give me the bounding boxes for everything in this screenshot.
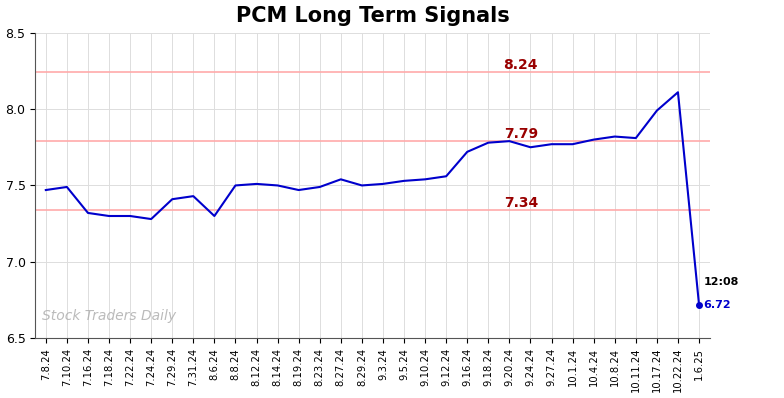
Title: PCM Long Term Signals: PCM Long Term Signals (235, 6, 510, 25)
Text: 12:08: 12:08 (703, 277, 739, 287)
Text: Stock Traders Daily: Stock Traders Daily (42, 309, 176, 323)
Text: 8.24: 8.24 (503, 59, 538, 72)
Text: 7.34: 7.34 (503, 196, 538, 210)
Text: 7.79: 7.79 (503, 127, 538, 141)
Text: 6.72: 6.72 (703, 300, 731, 310)
